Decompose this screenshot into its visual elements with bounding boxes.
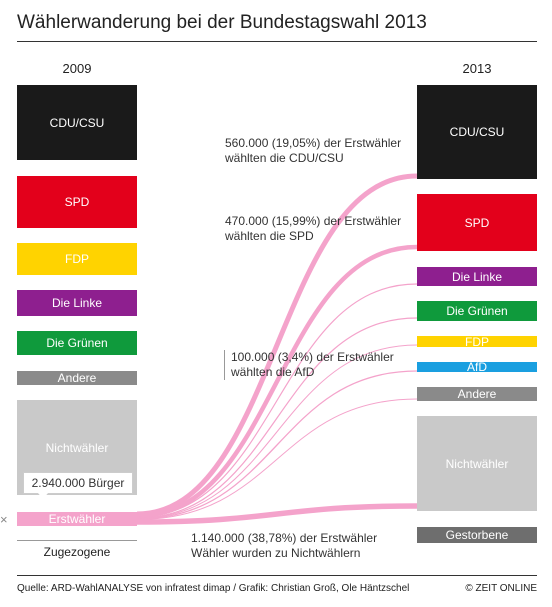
right-block-afd[interactable]: AfD — [417, 360, 537, 374]
annotation-line: wählten die AfD — [231, 365, 315, 379]
zugezogene-divider — [17, 540, 137, 541]
source-credit: Quelle: ARD-WahlANALYSE von infratest di… — [17, 583, 410, 594]
right-block-label: AfD — [466, 360, 487, 374]
right-block-label: SPD — [464, 215, 490, 230]
right-block-label: FDP — [465, 334, 489, 349]
right-block-label: Gestorbene — [445, 528, 509, 542]
left-block-label: SPD — [64, 195, 90, 209]
year-2009-label: 2009 — [62, 61, 92, 76]
annotation-line: wählten die SPD — [225, 229, 314, 243]
left-block-label: CDU/CSU — [49, 115, 105, 130]
flow-andere — [136, 398, 418, 520]
right-block-label: CDU/CSU — [449, 125, 505, 139]
footer-divider — [17, 575, 537, 576]
flow-die-gruenen — [136, 317, 418, 519]
left-block-label: Nichtwähler — [45, 440, 109, 455]
left-block-die-linke[interactable]: Die Linke — [17, 290, 137, 316]
right-block-label: Die Grünen — [446, 304, 508, 318]
right-block-gestorbene[interactable]: Gestorbene — [417, 527, 537, 543]
right-block-label: Nichtwähler — [445, 456, 509, 471]
right-block-spd[interactable]: SPD — [417, 194, 537, 251]
flow-nichtwaehler — [136, 503, 418, 525]
right-block-die-gruenen[interactable]: Die Grünen — [417, 301, 537, 321]
left-block-spd[interactable]: SPD — [17, 176, 137, 228]
annotation-line: Wähler wurden zu Nichtwählern — [191, 546, 361, 560]
left-block-label: Die Grünen — [46, 336, 108, 350]
right-block-nichtwaehler[interactable]: Nichtwähler — [417, 416, 537, 511]
left-block-label: FDP — [65, 252, 89, 266]
annotation-line: wählten die CDU/CSU — [225, 151, 344, 165]
annotation-nichtwaehler: 1.140.000 (38,78%) der Erstwähler Wähler… — [191, 531, 377, 561]
right-block-fdp[interactable]: FDP — [417, 334, 537, 349]
year-2013-label: 2013 — [462, 61, 492, 76]
right-block-label: Die Linke — [451, 269, 503, 284]
right-block-andere[interactable]: Andere — [417, 387, 537, 401]
flow-spd — [136, 244, 418, 519]
left-block-label: Die Linke — [51, 296, 103, 310]
right-block-die-linke[interactable]: Die Linke — [417, 267, 537, 286]
left-block-label: Andere — [57, 371, 97, 385]
annotation-line: 100.000 (3,4%) der Erstwähler — [231, 350, 394, 364]
copyright: © ZEIT ONLINE — [465, 583, 537, 594]
left-block-cdu-csu[interactable]: CDU/CSU — [17, 85, 137, 160]
callout-tip — [38, 493, 48, 499]
flow-afd — [136, 370, 418, 520]
annotation-line: 470.000 (15,99%) der Erstwähler — [225, 214, 402, 228]
flow-fdp — [136, 344, 418, 519]
flow-die-linke — [136, 283, 418, 518]
right-block-cdu-csu[interactable]: CDU/CSU — [417, 85, 537, 179]
close-icon[interactable]: × — [0, 512, 8, 527]
flow-cdu-csu — [136, 173, 418, 517]
annotation-line: 1.140.000 (38,78%) der Erstwähler — [191, 531, 378, 545]
left-block-label: Erstwähler — [48, 512, 106, 526]
right-block-label: Andere — [457, 387, 497, 401]
left-block-andere[interactable]: Andere — [17, 371, 137, 385]
left-block-erstwaehler[interactable]: Erstwähler — [17, 512, 137, 526]
annotation-afd: 100.000 (3,4%) der Erstwähler wählten di… — [224, 350, 394, 380]
left-block-fdp[interactable]: FDP — [17, 243, 137, 275]
left-block-zugezogene[interactable]: Zugezogene — [43, 545, 111, 559]
title-divider — [17, 41, 537, 42]
annotation-line: 560.000 (19,05%) der Erstwähler — [225, 136, 402, 150]
page-title: Wählerwanderung bei der Bundestagswahl 2… — [17, 12, 427, 33]
callout-total-citizens: 2.940.000 Bürger — [23, 472, 133, 494]
left-block-die-gruenen[interactable]: Die Grünen — [17, 331, 137, 355]
annotation-cdu-csu: 560.000 (19,05%) der Erstwähler wählten … — [225, 136, 401, 166]
annotation-spd: 470.000 (15,99%) der Erstwähler wählten … — [225, 214, 401, 244]
